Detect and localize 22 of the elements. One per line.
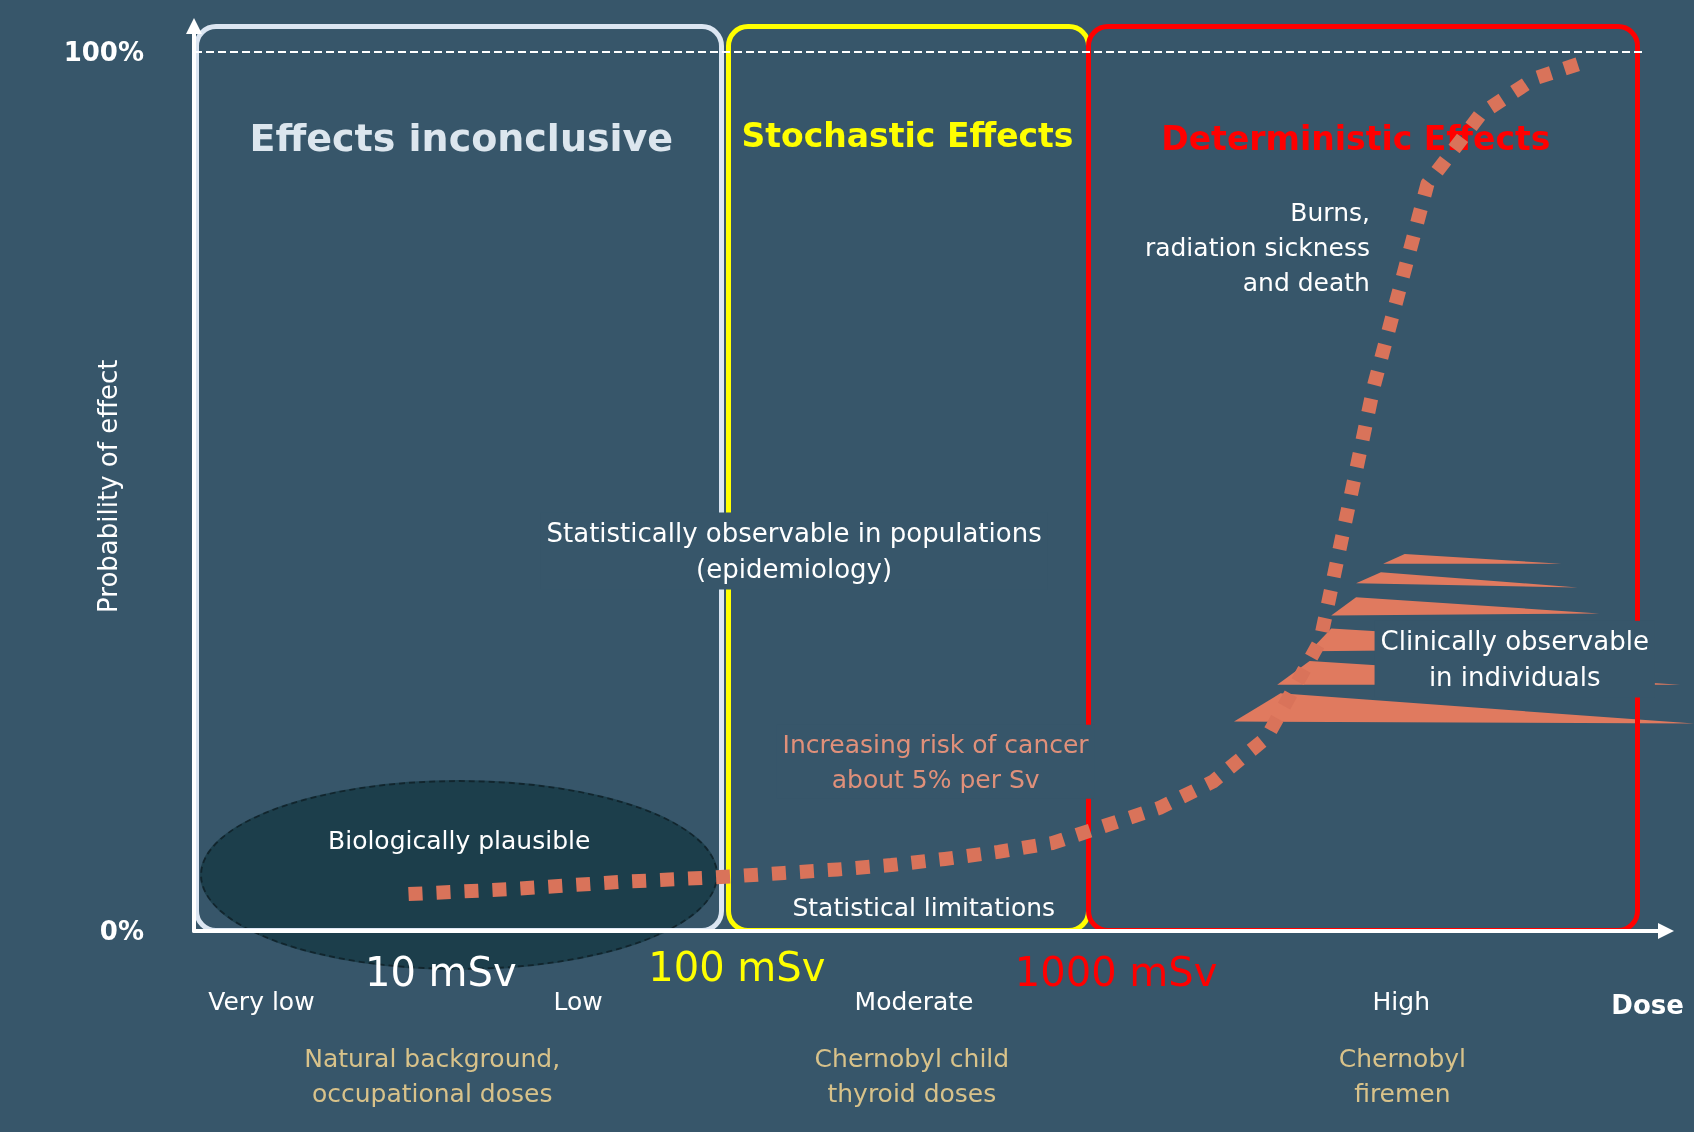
annotation: Statistical limitations (792, 893, 1056, 923)
annotation: Clinically observable in individuals (1380, 625, 1649, 693)
text: Natural background, occupational doses (304, 1044, 561, 1109)
text: 10 mSv (364, 949, 517, 996)
text: 100 mSv (648, 943, 826, 990)
y-tick-label: 100% (63, 37, 144, 67)
text: Chernobyl child thyroid doses (814, 1044, 1010, 1109)
text: 1000 mSv (1014, 949, 1218, 996)
annotation: Statistically observable in populations (epidemiology) (546, 517, 1042, 585)
text: Low (553, 987, 603, 1017)
annotation: Burns, radiation sickness and death (1144, 197, 1370, 297)
text: High (1372, 987, 1431, 1017)
text: Chernobyl firemen (1338, 1044, 1466, 1109)
annotation: Biologically plausible (328, 826, 591, 856)
annotation: Stochastic Effects (741, 115, 1074, 155)
x-axis-title: Dose (1611, 989, 1684, 1020)
annotation: Increasing risk of cancer about 5% per Sv (782, 729, 1090, 794)
y-axis-title: Probability of effect (93, 359, 124, 613)
y-tick-label: 0% (99, 916, 144, 946)
text: Very low (208, 987, 315, 1017)
annotation: Effects inconclusive (249, 116, 674, 161)
text: Moderate (854, 987, 974, 1017)
